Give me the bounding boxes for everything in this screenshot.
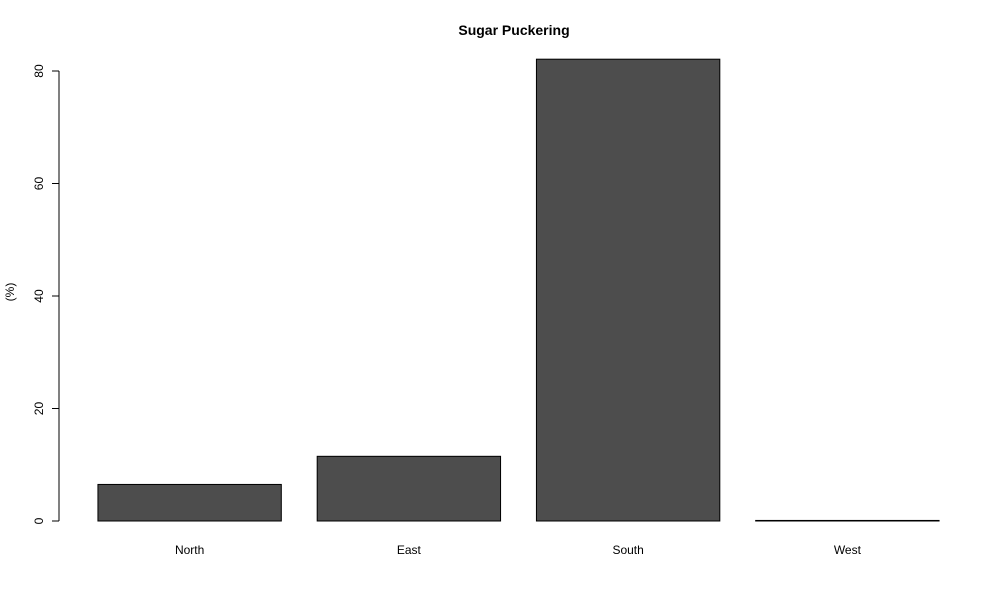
bar-west xyxy=(755,519,940,522)
chart-title: Sugar Puckering xyxy=(458,22,569,38)
y-tick-label: 60 xyxy=(32,177,46,191)
x-tick-label-north: North xyxy=(175,543,204,557)
x-tick-label-west: West xyxy=(834,543,862,557)
x-tick-label-south: South xyxy=(612,543,643,557)
bar-north xyxy=(97,483,282,522)
bar-east xyxy=(316,455,502,522)
y-tick-label: 80 xyxy=(32,64,46,78)
y-axis-label: (%) xyxy=(3,283,17,302)
y-tick-label: 0 xyxy=(32,517,46,524)
bar-south xyxy=(535,58,721,522)
bars-group xyxy=(97,58,940,522)
y-axis: 0 20 40 60 80 xyxy=(32,64,60,524)
y-tick-label: 40 xyxy=(32,289,46,303)
x-tick-labels: North East South West xyxy=(175,543,862,557)
x-tick-label-east: East xyxy=(397,543,422,557)
y-tick-label: 20 xyxy=(32,402,46,416)
